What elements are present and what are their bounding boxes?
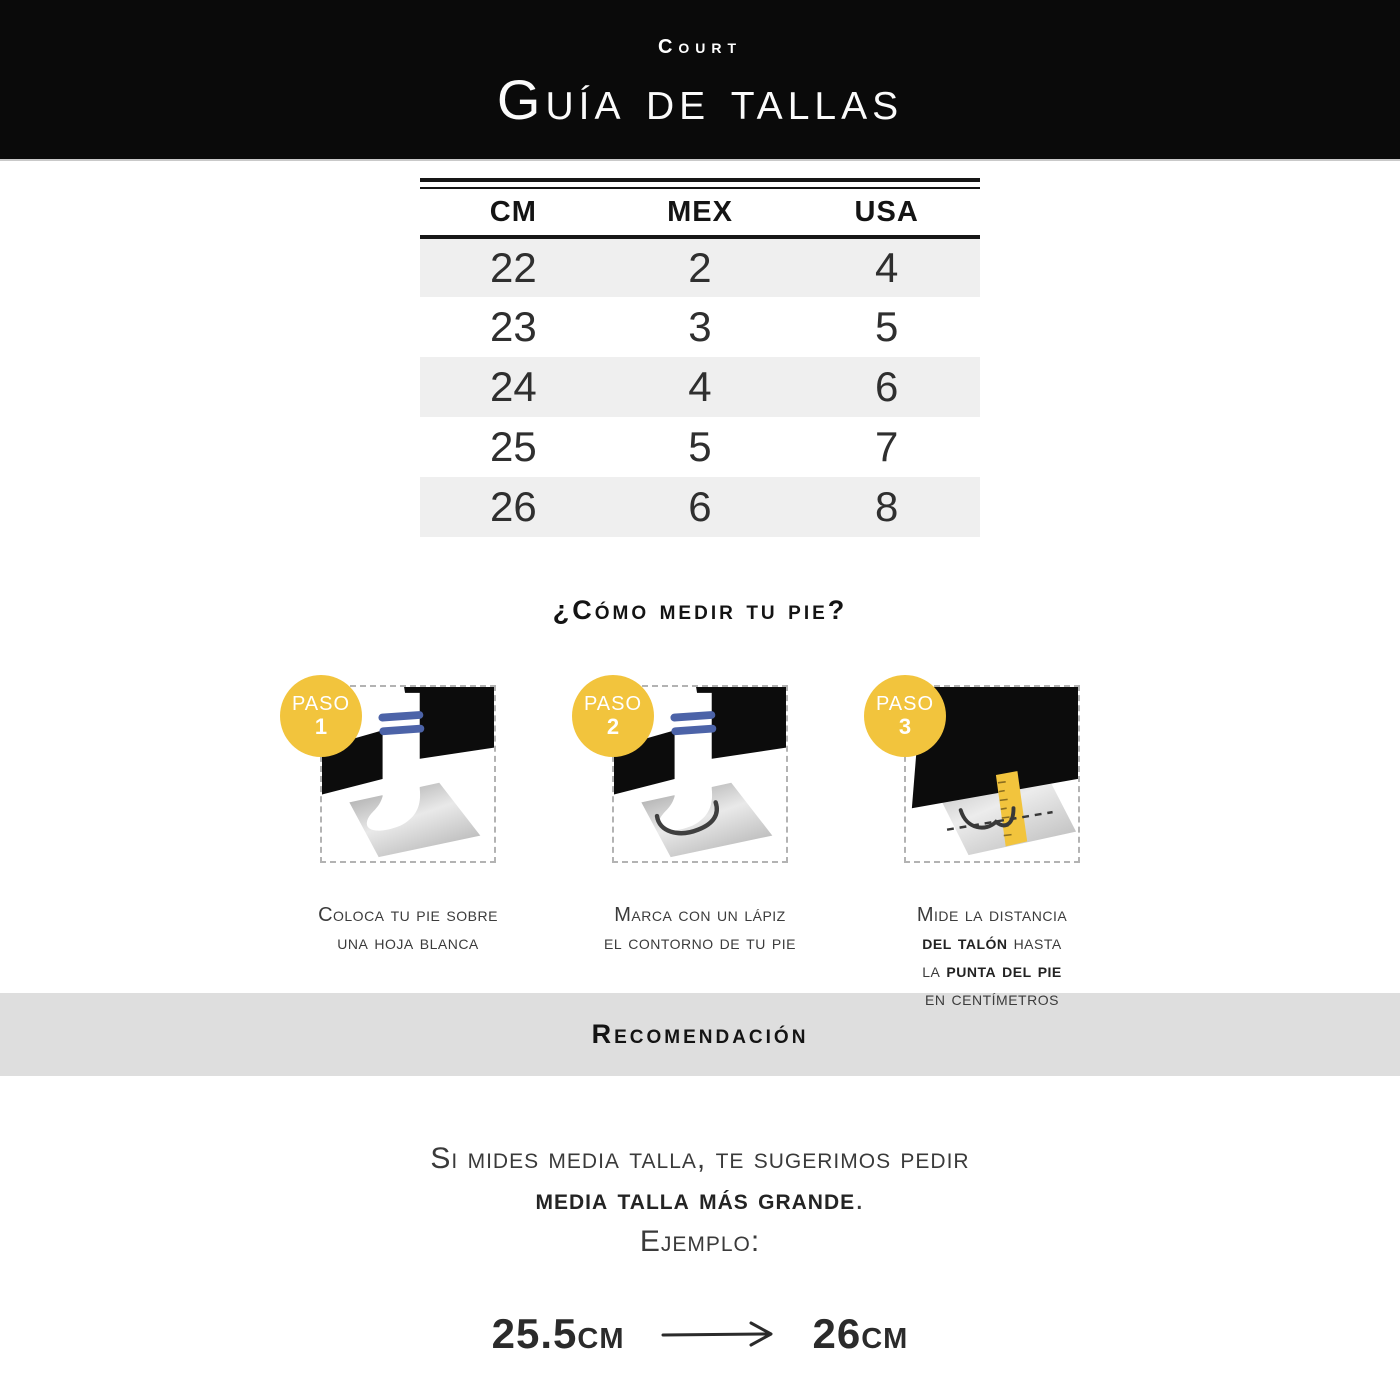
column-header-mex: MEX [667, 195, 733, 228]
table-cell: 22 [489, 244, 537, 291]
example-from-size: 25.5cm [491, 1310, 625, 1358]
table-cell: 25 [489, 423, 537, 470]
table-cell: 4 [874, 244, 899, 291]
badge-label: PASO [875, 692, 935, 715]
step-1-figure: PASO 1 [280, 675, 496, 863]
column-header-usa: USA [854, 195, 919, 228]
recommendation-line-2: media talla más grande. [0, 1179, 1400, 1220]
size-table-head: CM MEX USA [420, 189, 980, 237]
table-cell: 4 [688, 363, 712, 410]
step-2: PASO 2 [572, 650, 818, 957]
table-cell: 2 [688, 244, 712, 291]
arrow-right-icon [659, 1319, 779, 1349]
how-to-title: ¿Cómo medir tu pie? [552, 595, 848, 625]
size-example: 25.5cm 26cm [0, 1310, 1400, 1358]
brand-logo: Court [657, 36, 743, 58]
step-3-figure: PASO 3 [864, 675, 1080, 863]
table-row: 24 4 6 [420, 357, 980, 417]
recommendation-title: Recomendación [591, 1019, 809, 1049]
paso-3-badge: PASO 3 [864, 675, 946, 757]
table-cell: 5 [874, 303, 899, 350]
size-table-body: 22 2 4 23 3 5 24 4 6 25 5 7 26 6 8 [420, 237, 980, 537]
how-to-measure-section: ¿Cómo medir tu pie? PASO 1 [0, 537, 1400, 1010]
table-row: 23 3 5 [420, 297, 980, 357]
badge-number: 2 [606, 713, 620, 739]
table-cell: 3 [688, 303, 712, 350]
steps-row: PASO 1 [0, 650, 1400, 1013]
table-row: 25 5 7 [420, 417, 980, 477]
table-cell: 8 [874, 483, 899, 530]
paso-2-badge: PASO 2 [572, 675, 654, 757]
table-cell: 24 [489, 363, 537, 410]
recommendation-bar: Recomendación [0, 993, 1400, 1076]
table-row: 26 6 8 [420, 477, 980, 537]
table-top-rule [420, 178, 980, 182]
recommendation-body: Si mides media talla, te sugerimos pedir… [0, 1138, 1400, 1358]
badge-label: PASO [291, 692, 351, 715]
step-3-caption: Mide la distancia del talón hasta la punta… [916, 904, 1068, 1010]
step-2-caption: Marca con un lápiz el contorno de tu pie [604, 904, 796, 954]
step-2-figure: PASO 2 [572, 675, 788, 863]
badge-label: PASO [583, 692, 643, 715]
table-cell: 6 [874, 363, 899, 410]
table-cell: 5 [688, 423, 712, 470]
example-to-size: 26cm [812, 1310, 909, 1358]
size-table-section: CM MEX USA 22 2 4 23 3 5 24 4 6 25 5 7 26 6 8 [420, 178, 980, 537]
badge-number: 1 [314, 713, 328, 739]
page-title: Guía de tallas [496, 68, 904, 131]
header-row: CM MEX USA [420, 189, 980, 237]
recommendation-line-3: Ejemplo: [639, 1224, 761, 1258]
table-cell: 7 [874, 423, 899, 470]
table-cell: 6 [688, 483, 712, 530]
recommendation-line-1: Si mides media talla, te sugerimos pedir [430, 1142, 970, 1175]
column-header-cm: CM [489, 195, 537, 228]
table-cell: 26 [489, 483, 537, 530]
recommendation-bold-text: media talla más grande [535, 1183, 856, 1217]
badge-number: 3 [898, 713, 912, 739]
foot-on-paper-illustration [322, 687, 494, 858]
paso-1-badge: PASO 1 [280, 675, 362, 757]
recommendation-period: . [855, 1183, 865, 1217]
table-top-rule-2 [420, 187, 980, 189]
table-cell: 23 [489, 303, 537, 350]
header: Court Guía de tallas [0, 0, 1400, 161]
step-3: PASO 3 [864, 650, 1110, 1013]
table-row: 22 2 4 [420, 237, 980, 297]
measure-tape-illustration [911, 687, 1078, 856]
size-table: CM MEX USA 22 2 4 23 3 5 24 4 6 25 5 7 26 6 8 [420, 189, 980, 537]
step-1-caption: Coloca tu pie sobre una hoja blanca [318, 904, 498, 954]
step-1: PASO 1 [280, 650, 526, 957]
